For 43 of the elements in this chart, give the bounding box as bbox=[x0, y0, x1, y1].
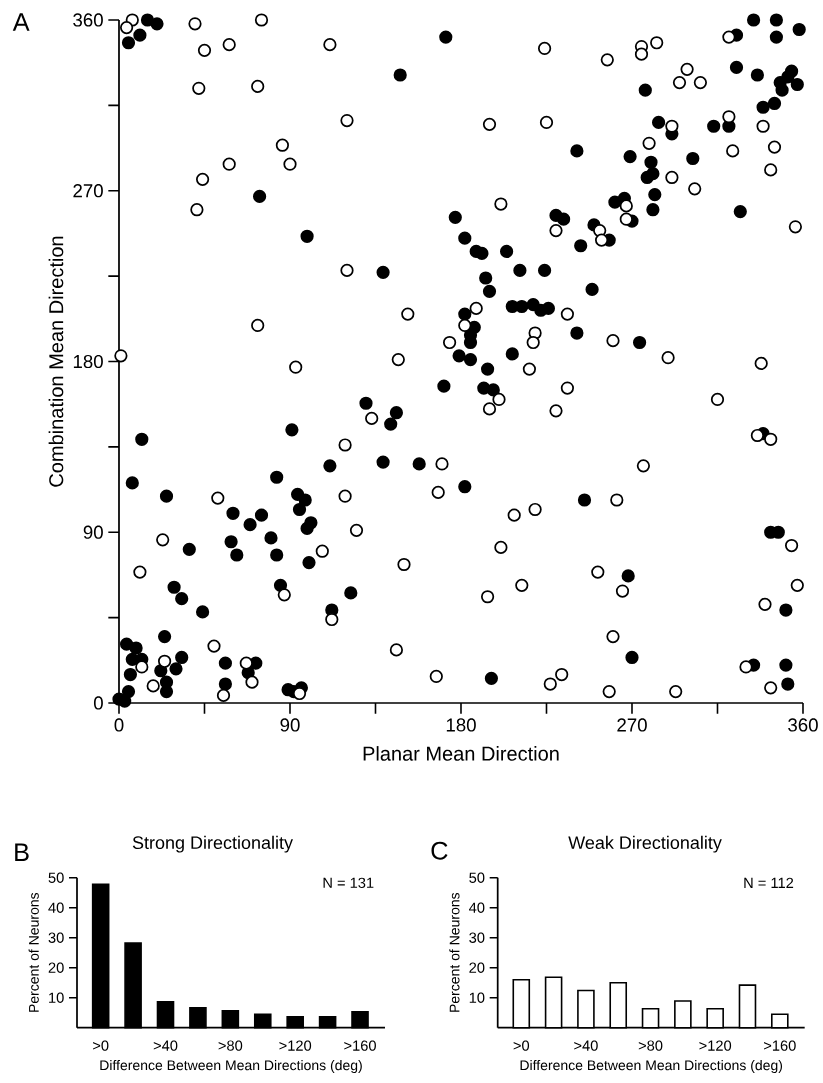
x-tick-label: >80 bbox=[638, 1040, 663, 1051]
x-tick-label: 90 bbox=[280, 718, 300, 732]
annotation: N = 112 bbox=[744, 877, 794, 888]
y-tick-label: 20 bbox=[48, 962, 64, 973]
y-tick-label: 30 bbox=[48, 932, 64, 943]
y-tick-label: 50 bbox=[469, 872, 485, 883]
y-tick-label: 50 bbox=[48, 872, 64, 883]
y-axis-title: Combination Mean Direction bbox=[48, 236, 64, 487]
y-axis-title: Percent of Neurons bbox=[449, 892, 460, 1012]
x-axis-title: Difference Between Mean Directions (deg) bbox=[100, 1059, 362, 1074]
x-tick-label: 270 bbox=[617, 718, 647, 732]
x-tick-label: >0 bbox=[93, 1040, 109, 1051]
chart-title: Strong Directionality bbox=[132, 835, 293, 853]
x-tick-label: >0 bbox=[513, 1040, 530, 1051]
x-tick-label: >160 bbox=[764, 1040, 796, 1051]
x-tick-label: 180 bbox=[446, 718, 476, 732]
x-tick-label: 360 bbox=[788, 718, 818, 732]
y-tick-label: 10 bbox=[49, 992, 64, 1003]
x-tick-label: >160 bbox=[344, 1040, 376, 1051]
y-tick-label: 20 bbox=[469, 962, 485, 973]
x-axis-title: Difference Between Mean Directions (deg) bbox=[520, 1059, 783, 1074]
y-tick-label: 360 bbox=[73, 13, 103, 27]
text: A bbox=[12, 13, 30, 31]
annotation: N = 131 bbox=[323, 877, 374, 889]
y-tick-label: 40 bbox=[48, 902, 64, 913]
chart-title: Weak Directionality bbox=[568, 835, 722, 853]
text: B bbox=[15, 843, 29, 861]
y-tick-label: 10 bbox=[469, 992, 485, 1003]
text: C bbox=[431, 841, 448, 860]
x-tick-label: >40 bbox=[153, 1040, 178, 1051]
x-tick-label: >120 bbox=[279, 1040, 312, 1051]
x-tick-label: >80 bbox=[218, 1040, 243, 1051]
y-tick-label: 270 bbox=[73, 184, 103, 198]
y-tick-label: 90 bbox=[83, 525, 103, 539]
y-tick-label: 180 bbox=[73, 354, 103, 369]
y-tick-label: 30 bbox=[469, 932, 485, 943]
x-tick-label: 0 bbox=[114, 718, 124, 732]
x-tick-label: >40 bbox=[574, 1040, 598, 1051]
y-tick-label: 0 bbox=[93, 696, 103, 710]
x-tick-label: >120 bbox=[699, 1040, 732, 1051]
x-axis-title: Planar Mean Direction bbox=[363, 746, 559, 761]
y-axis-title: Percent of Neurons bbox=[28, 892, 39, 1012]
y-tick-label: 40 bbox=[469, 902, 485, 913]
